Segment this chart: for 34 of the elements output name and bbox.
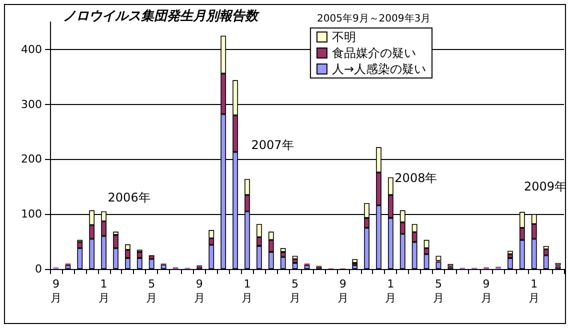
x-tick-label: 5月 [146,278,158,304]
bar [148,259,154,269]
bar [508,258,513,269]
bar [508,250,513,254]
bar [304,265,310,269]
x-tick-label: 1月 [98,278,110,304]
annotation: 2009年 [524,179,567,194]
bar [352,259,358,263]
bar [65,265,71,269]
annotation: 2006年 [108,190,150,204]
y-tick-label: 200 [21,152,42,166]
annotation: 2008年 [394,171,438,186]
legend-label: 食品媒介の疑い [332,46,416,60]
bar [352,265,358,269]
x-tick-label: 5月 [290,278,301,304]
y-tick-label: 300 [21,98,42,111]
x-tick-label: 9月 [337,278,348,304]
legend-label: 人→人感染の疑い [332,62,426,76]
y-tick-label: 0 [35,262,42,276]
bar [160,264,166,269]
chart-subtitle: 2005年9月～2009年3月 [317,12,431,24]
legend-label: 不明 [332,30,356,44]
x-tick-label: 1月 [385,278,396,304]
x-tick-label: 5月 [432,278,444,304]
y-tick-label: 100 [21,208,42,221]
annotation: 2007年 [251,138,294,152]
x-tick-label: 9月 [50,278,62,304]
x-tick-label: 9月 [480,278,492,304]
x-tick-label: 1月 [528,278,540,304]
y-tick-label: 400 [21,42,42,56]
x-tick-label: 9月 [194,278,205,304]
chart-title: ノロウイルス集団発生月別報告数 [63,8,260,24]
x-tick-label: 1月 [242,278,253,304]
bar [292,262,298,269]
